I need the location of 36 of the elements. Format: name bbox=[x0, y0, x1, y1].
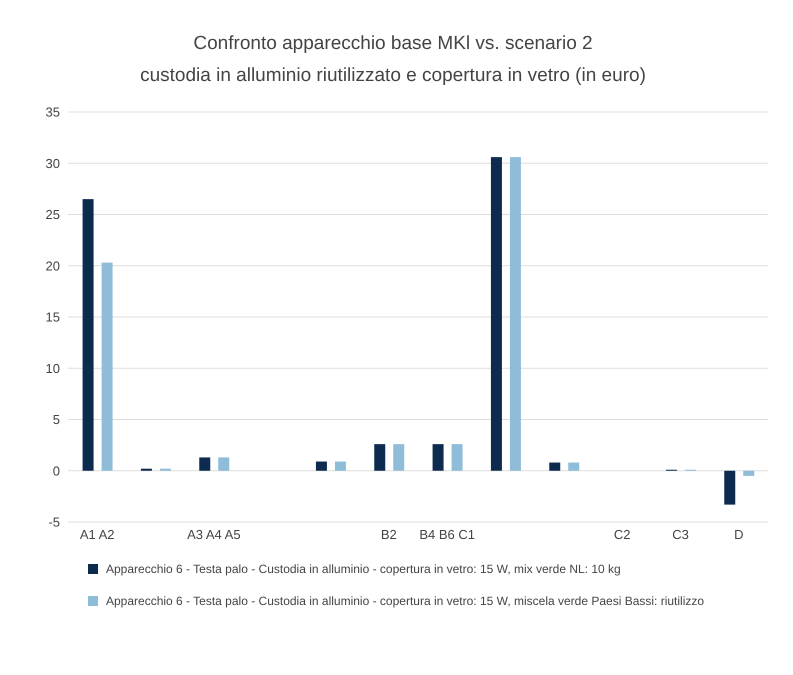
chart-subtitle: custodia in alluminio riutilizzato e copertura in vetro (in euro) bbox=[139, 64, 647, 88]
y-tick-label: 5 bbox=[52, 412, 60, 428]
chart-title: Confronto apparecchio base MKl vs. scenario 2 bbox=[192, 32, 594, 56]
x-tick-label: C3 bbox=[672, 527, 689, 542]
bar bbox=[393, 444, 404, 471]
bar bbox=[316, 462, 327, 471]
bar bbox=[743, 470, 754, 476]
y-tick-label: 0 bbox=[52, 463, 60, 478]
y-tick-label: 35 bbox=[46, 104, 60, 120]
y-tick-label: -5 bbox=[48, 514, 60, 530]
bar bbox=[334, 462, 346, 471]
y-tick-label: 20 bbox=[46, 258, 60, 274]
bar bbox=[452, 444, 463, 471]
x-tick-label: A3 A4 A5 bbox=[187, 527, 241, 542]
x-tick-label: B4 B6 C1 bbox=[419, 527, 475, 542]
bar bbox=[82, 199, 94, 471]
x-tick-label: A1 A2 bbox=[80, 527, 115, 542]
bar bbox=[432, 444, 444, 471]
bar bbox=[102, 262, 113, 471]
bar bbox=[490, 157, 502, 471]
x-tick-label: C2 bbox=[614, 527, 630, 542]
y-tick-label: 10 bbox=[46, 360, 60, 376]
legend-label: Apparecchio 6 - Testa palo - Custodia in alluminio - copertura in vetro: 15 W, miscela verde Paesi Bassi: riutilizzo bbox=[106, 594, 704, 608]
bar bbox=[199, 457, 210, 471]
bar bbox=[568, 462, 580, 471]
bar bbox=[374, 444, 386, 471]
y-tick-label: 15 bbox=[46, 310, 60, 325]
y-tick-label: 25 bbox=[46, 207, 60, 222]
bar bbox=[218, 457, 230, 471]
legend-label: Apparecchio 6 - Testa palo - Custodia in alluminio - copertura in vetro: 15 W, mix verde NL: 10 kg bbox=[106, 562, 621, 576]
bar bbox=[510, 157, 521, 471]
bar bbox=[724, 470, 736, 505]
x-tick-label: D bbox=[734, 527, 744, 542]
x-tick-label: B2 bbox=[380, 527, 397, 542]
bar bbox=[549, 462, 560, 471]
y-tick-label: 30 bbox=[46, 156, 60, 171]
